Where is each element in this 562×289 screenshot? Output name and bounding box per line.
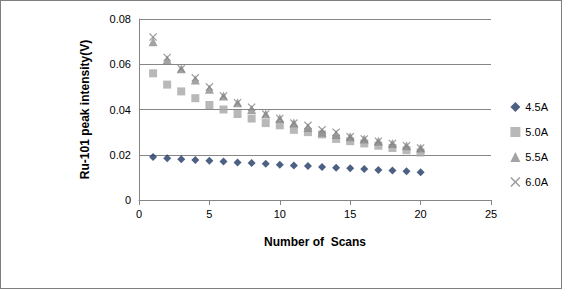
svg-text:0: 0	[125, 194, 131, 206]
svg-text:0.08: 0.08	[110, 13, 131, 25]
svg-text:0.04: 0.04	[110, 104, 131, 116]
svg-text:4.5A: 4.5A	[525, 101, 548, 113]
svg-text:0.02: 0.02	[110, 149, 131, 161]
svg-text:6.0A: 6.0A	[525, 176, 548, 188]
svg-text:25: 25	[485, 208, 497, 220]
svg-text:5: 5	[206, 208, 212, 220]
svg-text:Ru-101 peak intensity(V): Ru-101 peak intensity(V)	[78, 40, 92, 179]
svg-text:0: 0	[136, 208, 142, 220]
svg-text:10: 10	[274, 208, 286, 220]
svg-text:15: 15	[344, 208, 356, 220]
svg-text:0.06: 0.06	[110, 58, 131, 70]
svg-text:5.5A: 5.5A	[525, 151, 548, 163]
svg-text:Number of Scans: Number of Scans	[264, 235, 366, 249]
svg-text:20: 20	[414, 208, 426, 220]
svg-text:5.0A: 5.0A	[525, 126, 548, 138]
